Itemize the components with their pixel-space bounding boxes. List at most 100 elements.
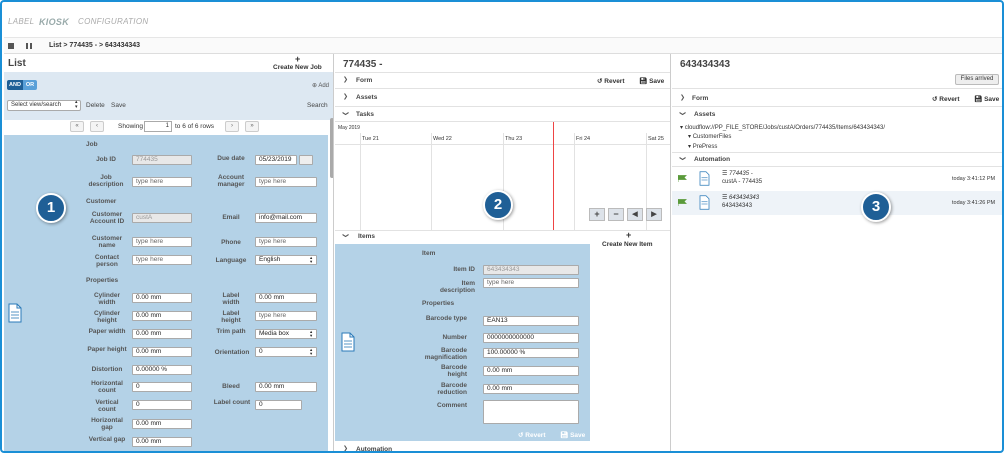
assets-section-toggle[interactable]: Assets [356, 94, 378, 101]
next-page-button[interactable]: › [225, 121, 239, 132]
save-button[interactable]: 💾︎ Save [974, 96, 1000, 103]
chevron-down-icon[interactable]: ❯ [679, 110, 686, 117]
page-input[interactable]: 1 [144, 121, 172, 132]
barcode-reduction-field[interactable]: 0.00 mm [483, 384, 579, 394]
breadcrumb[interactable]: List > 774435 - > 643434343 [49, 42, 141, 49]
calendar-icon[interactable] [299, 155, 313, 165]
cylinder-width-field[interactable]: 0.00 mm [132, 293, 192, 303]
chevron-right-icon[interactable]: ❯ [343, 446, 349, 452]
split-panel-icon[interactable] [26, 43, 28, 49]
vertical-gap-field[interactable]: 0.00 mm [132, 437, 192, 447]
asset-path[interactable]: ▾ cloudflow://PP_FILE_STORE/Jobs/custA/O… [680, 125, 886, 131]
job-description-field[interactable]: type here [132, 177, 192, 187]
bleed-field[interactable]: 0.00 mm [255, 382, 317, 392]
vertical-count-field[interactable]: 0 [132, 400, 192, 410]
barcode-magnification-field[interactable]: 100.00000 % [483, 348, 579, 358]
distortion-field[interactable]: 0.00000 % [132, 365, 192, 375]
zoom-out-button[interactable]: − [608, 208, 624, 221]
form-section-toggle[interactable]: Form [356, 77, 373, 84]
create-item-button[interactable]: Create New Item [602, 241, 653, 248]
chevron-right-icon[interactable]: ❯ [343, 77, 349, 83]
item-id-field[interactable]: 643434343 [483, 265, 579, 275]
timeline-prev-button[interactable]: ◀ [627, 208, 643, 221]
orientation-select[interactable]: 0 [255, 347, 317, 357]
horizontal-count-field[interactable]: 0 [132, 382, 192, 392]
barcode-height-field[interactable]: 0.00 mm [483, 366, 579, 376]
cylinder-width-label: Cylinder width [93, 292, 120, 306]
chevron-right-icon[interactable]: ❯ [343, 94, 349, 100]
search-button[interactable]: Search [307, 102, 328, 109]
item-panel: 643434343 Files arrived ❯ Form ↺ Revert … [672, 54, 1002, 451]
comment-textarea[interactable] [483, 400, 579, 424]
chevron-down-icon[interactable]: ❯ [342, 232, 349, 239]
files-arrived-button[interactable]: Files arrived [955, 74, 999, 85]
barcode-type-field[interactable]: EAN13 [483, 316, 579, 326]
add-filter-button[interactable]: ⊕ Add [311, 83, 329, 89]
trim-path-select[interactable]: Media box [255, 329, 317, 339]
automation-section-toggle[interactable]: Automation [694, 156, 731, 163]
paper-height-field[interactable]: 0.00 mm [132, 347, 192, 357]
asset-path-text: cloudflow://PP_FILE_STORE/Jobs/custA/Ord… [684, 125, 886, 131]
label-width-field[interactable]: 0.00 mm [255, 293, 317, 303]
document-icon[interactable] [8, 303, 22, 323]
cylinder-height-field[interactable]: 0.00 mm [132, 311, 192, 321]
assets-section-toggle[interactable]: Assets [694, 111, 716, 118]
item-description-field[interactable]: type here [483, 278, 579, 288]
job-id-field[interactable]: 774435 [132, 155, 192, 165]
asset-folder[interactable]: ▾ PrePress [688, 144, 718, 150]
task-timeline[interactable]: May 2019 Tue 21 Wed 22 Thu 23 Fri 24 Sat… [335, 122, 670, 230]
timeline-next-button[interactable]: ▶ [646, 208, 662, 221]
email-field[interactable]: info@mail.com [255, 213, 317, 223]
document-icon[interactable] [341, 332, 355, 352]
due-date-field[interactable]: 05/23/2019 [255, 155, 297, 165]
timeline-gridline [431, 133, 432, 230]
prev-page-button[interactable]: ‹ [90, 121, 104, 132]
automation-section-toggle[interactable]: Automation [356, 446, 393, 453]
asset-folder[interactable]: ▾ CustomerFiles [688, 134, 732, 140]
label-height-field[interactable]: type here [255, 311, 317, 321]
first-page-button[interactable]: « [70, 121, 84, 132]
contact-person-field[interactable]: type here [132, 255, 192, 265]
number-field[interactable]: 0000000000000 [483, 333, 579, 343]
divider [672, 88, 1002, 89]
automation-row[interactable]: ☰ 643434343 643434343 today 3:41:26 PM [672, 191, 1002, 215]
customer-name-field[interactable]: type here [132, 237, 192, 247]
tasks-section-toggle[interactable]: Tasks [356, 111, 374, 118]
plus-icon[interactable]: + [626, 230, 632, 240]
list-scrollbar[interactable] [330, 118, 333, 178]
delete-button[interactable]: Delete [86, 102, 105, 109]
customer-account-field[interactable]: custA [132, 213, 192, 223]
asset-folder-label: CustomerFiles [692, 134, 732, 140]
and-toggle[interactable]: AND [7, 80, 23, 90]
last-page-button[interactable]: » [245, 121, 259, 132]
create-job-button[interactable]: Create New Job [273, 64, 322, 71]
zoom-in-button[interactable]: + [589, 208, 605, 221]
save-button[interactable]: 💾︎ Save [639, 78, 665, 85]
automation-row[interactable]: ☰ 774435 - custA - 774435 today 3:41:12 … [672, 167, 1002, 191]
nav-kiosk[interactable]: KIOSK [39, 17, 70, 27]
paper-height-label: Paper height [87, 346, 127, 353]
chevron-down-icon[interactable]: ❯ [342, 110, 349, 117]
single-panel-icon[interactable] [8, 43, 14, 49]
view-search-select[interactable]: Select view/search [7, 100, 81, 111]
revert-button[interactable]: ↺ Revert [597, 78, 625, 85]
phone-field[interactable]: type here [255, 237, 317, 247]
item-save-button[interactable]: 💾︎ Save [560, 432, 586, 439]
save-button[interactable]: Save [111, 102, 126, 109]
items-section-toggle[interactable]: Items [358, 233, 375, 240]
or-toggle[interactable]: OR [23, 80, 37, 90]
nav-configuration[interactable]: CONFIGURATION [78, 17, 149, 26]
item-revert-button[interactable]: ↺ Revert [518, 432, 546, 439]
paper-width-field[interactable]: 0.00 mm [132, 329, 192, 339]
label-count-field[interactable]: 0 [255, 400, 302, 410]
language-select[interactable]: English [255, 255, 317, 265]
chevron-right-icon[interactable]: ❯ [680, 95, 686, 101]
chevron-down-icon[interactable]: ❯ [679, 155, 686, 162]
plus-icon[interactable]: + [295, 54, 301, 64]
horizontal-gap-field[interactable]: 0.00 mm [132, 419, 192, 429]
form-section-toggle[interactable]: Form [692, 95, 709, 102]
account-manager-field[interactable]: type here [255, 177, 317, 187]
item-description-label: Item description [439, 280, 475, 294]
revert-button[interactable]: ↺ Revert [932, 96, 960, 103]
nav-label[interactable]: LABEL [8, 17, 35, 26]
